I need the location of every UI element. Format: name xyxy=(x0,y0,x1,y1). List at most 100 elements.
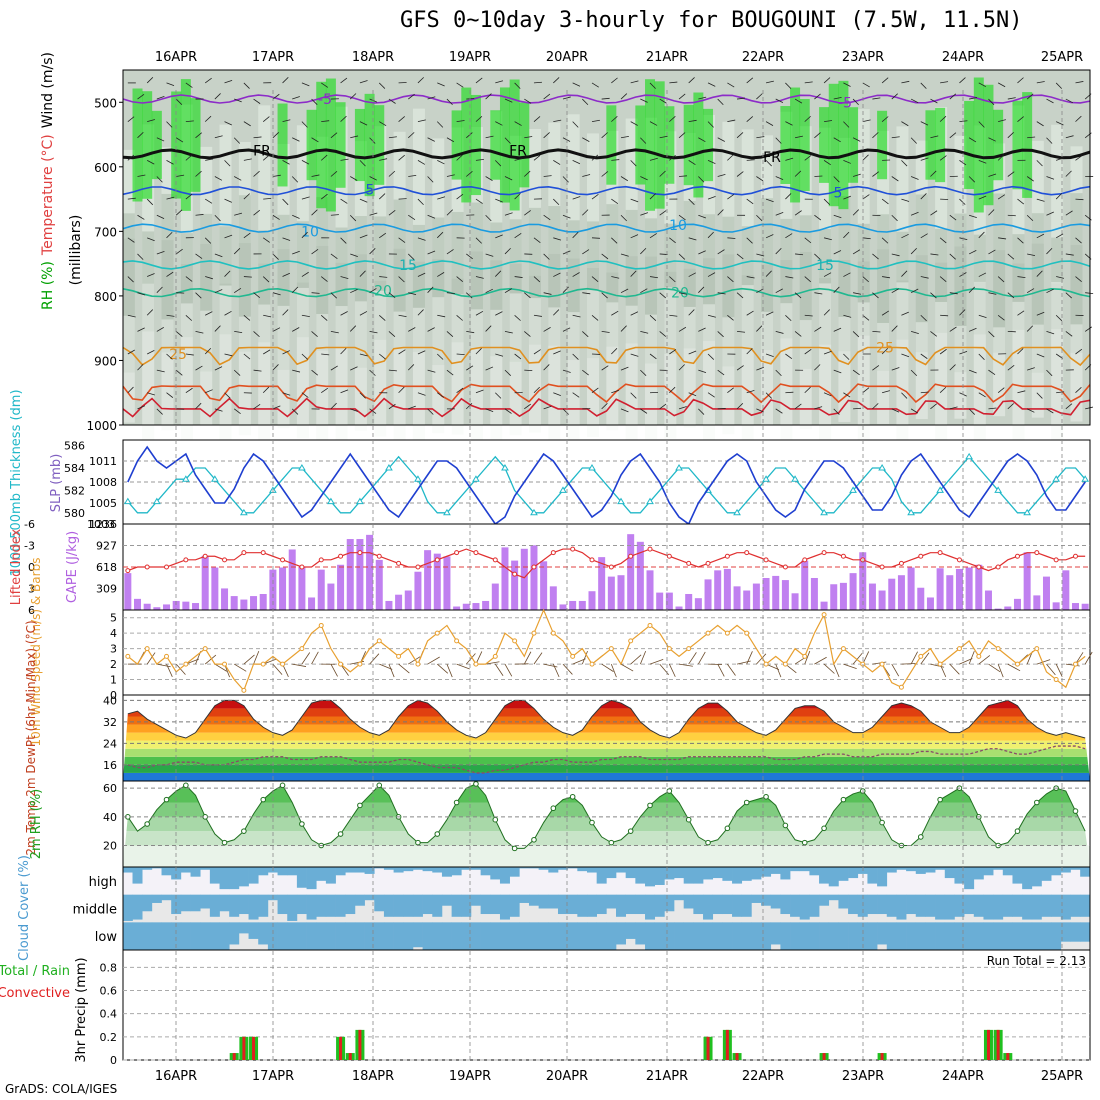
wind-barb xyxy=(1065,210,1073,216)
wind-barb xyxy=(737,331,746,333)
cloud-cover-cell xyxy=(538,922,549,950)
cloud-cover-cell xyxy=(896,894,907,920)
cloud-cover-cell xyxy=(1070,894,1081,917)
cloud-cover-cell xyxy=(674,922,685,950)
wind-barb xyxy=(330,331,339,334)
wind-barb xyxy=(881,348,889,355)
rh-green-shading xyxy=(848,107,859,183)
cloud-cover-cell xyxy=(712,867,723,879)
wind-barb xyxy=(823,309,830,316)
wind-barb xyxy=(678,175,688,177)
wind-barb xyxy=(175,209,183,216)
wind-speed-point xyxy=(299,646,305,652)
wind-barb xyxy=(823,77,831,84)
cloud-cover-cell xyxy=(180,894,191,912)
cloud-cover-cell xyxy=(1012,867,1023,884)
cloud-cover-cell xyxy=(925,867,936,873)
wind-barb xyxy=(1056,391,1065,394)
cape-bar xyxy=(491,583,499,610)
wind-barb xyxy=(282,160,290,165)
wind-barb xyxy=(369,653,380,665)
wind-barb xyxy=(736,171,744,177)
humidity-shading xyxy=(354,301,367,431)
wind-barb xyxy=(369,408,377,414)
cloud-cover-cell xyxy=(780,867,791,880)
slp-extra-tick: 1003 xyxy=(87,518,115,531)
humidity-shading xyxy=(1012,234,1025,330)
wind-barb xyxy=(582,331,589,338)
humidity-shading xyxy=(838,196,851,352)
wind-barb xyxy=(707,314,716,318)
wind-barb xyxy=(746,651,753,665)
wind-barb xyxy=(930,98,938,104)
wind-barb xyxy=(572,353,579,360)
wind-barb xyxy=(668,663,676,677)
wind-speed-point xyxy=(415,661,421,667)
lifted-index-point xyxy=(763,557,769,563)
wind-barb xyxy=(388,292,396,299)
cloud-cover-cell xyxy=(741,894,752,917)
wind-barb xyxy=(1085,292,1094,295)
cloud-cover-cell xyxy=(703,867,714,880)
wind-barb xyxy=(862,387,870,394)
cloud-cover-cell xyxy=(944,894,955,920)
wind-barb xyxy=(262,154,270,161)
pressure-tick-label: 800 xyxy=(94,290,117,304)
wind-barb xyxy=(968,250,977,255)
rh-tick-label: 60 xyxy=(103,782,117,795)
wind-barb xyxy=(321,82,329,88)
wind-barb xyxy=(582,249,590,255)
cloud-cover-cell xyxy=(1051,894,1062,917)
rh-green-shading xyxy=(703,108,714,182)
wind-barb xyxy=(543,132,550,139)
wind-barb xyxy=(582,369,589,376)
wind-barb xyxy=(1075,198,1084,201)
cloud-cover-cell xyxy=(751,922,762,950)
wind-speed-point xyxy=(879,661,885,667)
wind-barb xyxy=(291,176,299,183)
rh-green-shading xyxy=(190,98,201,192)
cloud-cover-cell xyxy=(296,867,307,888)
wind-speed-point xyxy=(918,653,924,659)
wind-barb xyxy=(794,403,802,410)
wind-barb xyxy=(407,132,415,139)
wind-barb xyxy=(262,237,270,243)
lifted-index-point xyxy=(686,560,692,566)
lifted-index-point xyxy=(376,553,382,559)
wind-barb xyxy=(630,353,639,357)
cloud-cover-cell xyxy=(586,922,597,950)
wind-barb xyxy=(146,198,154,206)
wind-barb xyxy=(678,253,686,260)
wind-barb xyxy=(1007,253,1015,260)
wind-barb xyxy=(978,655,991,665)
cape-bar xyxy=(211,567,219,610)
rh-point xyxy=(453,799,460,806)
wind-barb xyxy=(456,193,464,200)
humidity-shading xyxy=(1051,282,1064,442)
cloud-layer-label: low xyxy=(95,930,118,945)
cloud-cover-cell xyxy=(509,894,520,917)
wind-barb xyxy=(1026,93,1034,100)
cloud-cover-cell xyxy=(171,922,182,950)
wind-barb xyxy=(891,288,899,294)
lifted-tick-label: 0 xyxy=(28,561,35,574)
wind-barb xyxy=(156,176,163,183)
wind-barb xyxy=(620,366,629,371)
wind-speed-point xyxy=(1053,677,1059,683)
wind-barb xyxy=(543,327,551,332)
wind-barb xyxy=(485,253,494,257)
wind-barb xyxy=(1036,311,1045,316)
humidity-shading xyxy=(780,303,793,460)
cloud-cover-cell xyxy=(306,922,317,950)
wind-speed-point xyxy=(260,661,266,667)
wind-barb xyxy=(272,663,283,675)
cloud-cover-cell xyxy=(722,922,733,950)
wind-barb xyxy=(765,121,774,126)
wind-barb xyxy=(930,403,937,410)
wind-barb xyxy=(698,250,706,255)
wind-barb xyxy=(785,276,794,279)
wind-barb xyxy=(446,249,454,255)
wind-barb xyxy=(794,331,802,337)
wind-barb xyxy=(1065,292,1072,299)
wind-barb xyxy=(166,392,174,398)
